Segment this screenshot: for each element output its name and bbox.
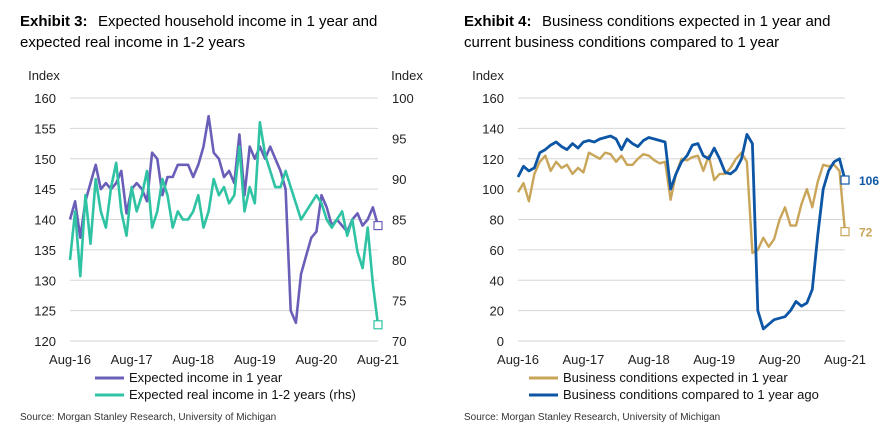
exhibit-3-left-tick-label: 155: [34, 121, 56, 136]
exhibit-3-x-tick-label: Aug-16: [49, 352, 91, 367]
exhibit-3-right-tick-label: 100: [392, 91, 414, 106]
exhibit-4-x-tick-label: Aug-20: [759, 352, 801, 367]
exhibit-4-end-labels: 72 106: [840, 174, 879, 240]
exhibit-4-x-tick-label: Aug-21: [824, 352, 866, 367]
exhibit-3-legend-label-real-income: Expected real income in 1-2 years (rhs): [129, 387, 356, 402]
exhibit-3-left-tick-label: 135: [34, 243, 56, 258]
exhibit-4-series-line-0: [516, 151, 847, 255]
exhibit-4-legend-label-expected: Business conditions expected in 1 year: [563, 370, 788, 385]
exhibit-4-end-label-0: 72: [859, 226, 873, 240]
exhibit-3-series-line-0: [68, 114, 380, 325]
exhibit-3-label: Exhibit 3:: [20, 13, 88, 30]
exhibit-3-x-tick-label: Aug-19: [234, 352, 276, 367]
exhibit-4-x-tick-label: Aug-19: [693, 352, 735, 367]
exhibit-4-y-tick-label: 80: [490, 213, 504, 228]
exhibit-4-title-line1: Exhibit 4: Business conditions expected …: [464, 13, 830, 30]
exhibit-3-end-marker-0: [373, 220, 383, 231]
exhibit-3-gridlines: [70, 97, 378, 342]
exhibit-3-end-marker-1: [373, 320, 383, 330]
exhibit-3-right-tick-label: 80: [392, 253, 406, 268]
exhibit-4-y-tick-label: 160: [482, 91, 504, 106]
exhibit-4-series-line-1: [516, 132, 847, 331]
exhibit-4-title-text: Business conditions expected in 1 year a…: [542, 13, 831, 30]
exhibit-4-x-tick-label: Aug-18: [628, 352, 670, 367]
exhibit-4-y-tick-label: 60: [490, 243, 504, 258]
exhibit-3-legend: Expected income in 1 year Expected real …: [95, 370, 356, 402]
exhibit-4-axis-title: Index: [472, 68, 504, 83]
exhibit-3-right-tick-label: 70: [392, 334, 406, 349]
exhibit-3-right-tick-label: 95: [392, 132, 406, 147]
exhibit-3-end-labels: [373, 220, 383, 330]
exhibit-3-left-tick-label: 150: [34, 152, 56, 167]
exhibit-3-title-line2: expected real income in 1-2 years: [20, 34, 245, 51]
exhibit-4-x-tick-label: Aug-17: [562, 352, 604, 367]
exhibit-4-tick-labels: 160 140 120 100 80 60 40 20 0 Aug-16 Aug-17 Aug-18 A…: [482, 91, 866, 367]
exhibit-4-y-tick-label: 120: [482, 152, 504, 167]
exhibit-3-title-text: Expected household income in 1 year and: [98, 13, 377, 30]
exhibit-4-y-tick-label: 100: [482, 182, 504, 197]
exhibit-3-x-tick-label: Aug-20: [295, 352, 337, 367]
exhibit-3-left-tick-label: 120: [34, 334, 56, 349]
exhibit-4-gridlines: [518, 97, 845, 342]
exhibit-4-title-line2: current business conditions compared to …: [464, 34, 779, 51]
exhibit-4-y-tick-label: 140: [482, 121, 504, 136]
exhibit-3-left-tick-label: 130: [34, 273, 56, 288]
exhibit-4-x-tick-label: Aug-16: [497, 352, 539, 367]
exhibit-3-right-tick-label: 75: [392, 294, 406, 309]
exhibit-3-left-tick-label: 145: [34, 182, 56, 197]
exhibit-3-x-tick-label: Aug-17: [111, 352, 153, 367]
exhibit-3-right-axis-title: Index: [391, 68, 423, 83]
exhibit-4-end-label-1: 106: [859, 174, 879, 188]
exhibit-4-label: Exhibit 4:: [464, 13, 532, 30]
exhibit-4-y-tick-label: 20: [490, 304, 504, 319]
exhibit-3-series-line-1: [68, 121, 380, 325]
exhibit-3-tick-labels: 160 155 150 145 140 135 130 125 120 100 95 90 85 80 75…: [34, 91, 413, 367]
exhibit-4-end-marker-0: [840, 227, 850, 237]
exhibit-3-source: Source: Morgan Stanley Research, Univers…: [20, 412, 276, 423]
exhibit-4-y-tick-label: 0: [497, 334, 504, 349]
exhibit-3-left-tick-label: 125: [34, 304, 56, 319]
exhibit-3-series: [68, 114, 380, 325]
exhibit-3-right-tick-label: 90: [392, 172, 406, 187]
exhibit-4-legend: Business conditions expected in 1 year B…: [529, 370, 819, 402]
exhibit-3-title-line1: Exhibit 3: Expected household income in …: [20, 13, 377, 30]
exhibit-3-x-tick-label: Aug-18: [172, 352, 214, 367]
exhibit-3-left-axis-title: Index: [28, 68, 60, 83]
exhibit-4-end-marker-1: [840, 175, 850, 185]
exhibit-4-y-tick-label: 40: [490, 273, 504, 288]
exhibit-4-source: Source: Morgan Stanley Research, Univers…: [464, 412, 720, 423]
exhibit-3-left-tick-label: 140: [34, 213, 56, 228]
exhibit-4-series: [516, 132, 847, 331]
exhibit-4-legend-label-current: Business conditions compared to 1 year a…: [563, 387, 819, 402]
exhibit-3-legend-label-income: Expected income in 1 year: [129, 370, 283, 385]
exhibit-3-left-tick-label: 160: [34, 91, 56, 106]
exhibit-3-x-tick-label: Aug-21: [357, 352, 399, 367]
exhibit-3-right-tick-label: 85: [392, 213, 406, 228]
